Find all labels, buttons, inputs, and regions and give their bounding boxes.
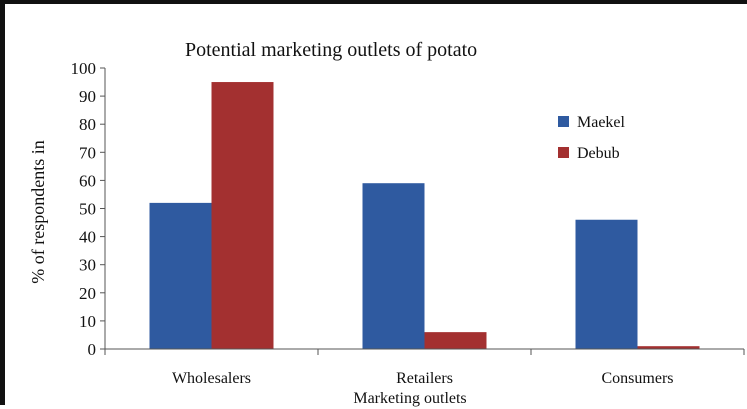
chart-title: Potential marketing outlets of potato [185, 39, 477, 61]
bar-debub-wholesalers [211, 82, 274, 350]
y-tick-label: 50 [79, 200, 96, 219]
bar-chart: Potential marketing outlets of potato 0 1… [28, 39, 745, 407]
y-tick-label: 40 [79, 228, 96, 247]
bar-maekel-wholesalers [149, 202, 212, 349]
bar-maekel-retailers [362, 183, 425, 349]
bar-debub-consumers [637, 346, 700, 349]
y-tick-label: 80 [79, 115, 96, 134]
y-tick-label: 30 [79, 256, 96, 275]
y-tick-label: 90 [79, 87, 96, 106]
legend-swatch-debub [558, 147, 569, 158]
y-tick-label: 0 [88, 340, 97, 359]
legend-label-debub: Debub [577, 145, 620, 162]
x-axis-label: Marketing outlets [353, 390, 466, 407]
legend-label-maekel: Maekel [577, 114, 626, 131]
x-tick-label: Consumers [602, 370, 674, 387]
bar-maekel-consumers [575, 219, 638, 349]
y-tick-label: 10 [79, 312, 96, 331]
y-tick-label: 100 [71, 59, 97, 78]
x-axis: Wholesalers Retailers Consumers [104, 348, 745, 387]
y-tick-label: 20 [79, 284, 96, 303]
bar-debub-retailers [424, 332, 487, 349]
x-tick-label: Wholesalers [172, 370, 251, 387]
y-axis: 0 10 20 30 40 50 60 70 80 90 100 [71, 59, 106, 359]
y-axis-label: % of respondents in [28, 140, 48, 283]
x-tick-label: Retailers [396, 370, 453, 387]
plot-area [149, 82, 700, 350]
y-tick-label: 70 [79, 143, 96, 162]
y-tick-label: 60 [79, 171, 96, 190]
legend: Maekel Debub [558, 114, 626, 162]
legend-swatch-maekel [558, 116, 569, 127]
